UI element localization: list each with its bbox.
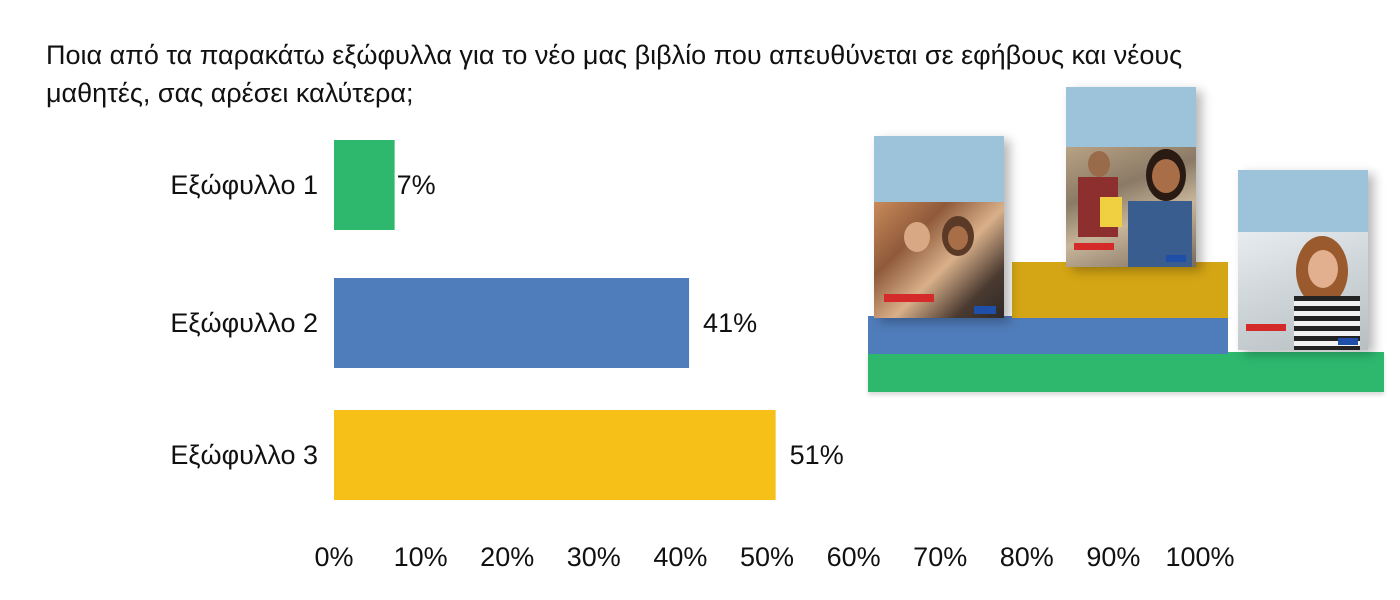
labels-layer: Εξώφυλλο 1 7% Εξώφυλλο 2 41% Εξώφυλλο 3 51% — [170, 170, 843, 470]
x-tick-label-10: 10% — [394, 542, 448, 572]
x-tick-label-20: 20% — [480, 542, 534, 572]
chart-title: Ποια από τα παρακάτω εξώφυλλα για το νέο… — [46, 40, 1183, 108]
x-tick-label-80: 80% — [1000, 542, 1054, 572]
x-tick-label-40: 40% — [653, 542, 707, 572]
category-label-1: Εξώφυλλο 1 — [170, 170, 318, 200]
bar-2 — [334, 278, 690, 368]
data-label-3: 51% — [790, 440, 844, 470]
x-axis-ticks: 0% 10% 20% 30% 40% 50% 60% 70% 80% 90% 100% — [314, 542, 1234, 572]
bar-1 — [334, 140, 395, 230]
x-tick-label-0: 0% — [314, 542, 353, 572]
bars-layer — [334, 140, 776, 500]
x-tick-label-30: 30% — [567, 542, 621, 572]
bar-3 — [334, 410, 776, 500]
data-label-2: 41% — [703, 308, 757, 338]
x-tick-label-60: 60% — [827, 542, 881, 572]
x-tick-label-70: 70% — [913, 542, 967, 572]
category-label-2: Εξώφυλλο 2 — [170, 308, 318, 338]
category-label-3: Εξώφυλλο 3 — [170, 440, 318, 470]
x-tick-label-100: 100% — [1165, 542, 1234, 572]
x-tick-label-90: 90% — [1086, 542, 1140, 572]
data-label-1: 7% — [397, 170, 436, 200]
x-tick-label-50: 50% — [740, 542, 794, 572]
